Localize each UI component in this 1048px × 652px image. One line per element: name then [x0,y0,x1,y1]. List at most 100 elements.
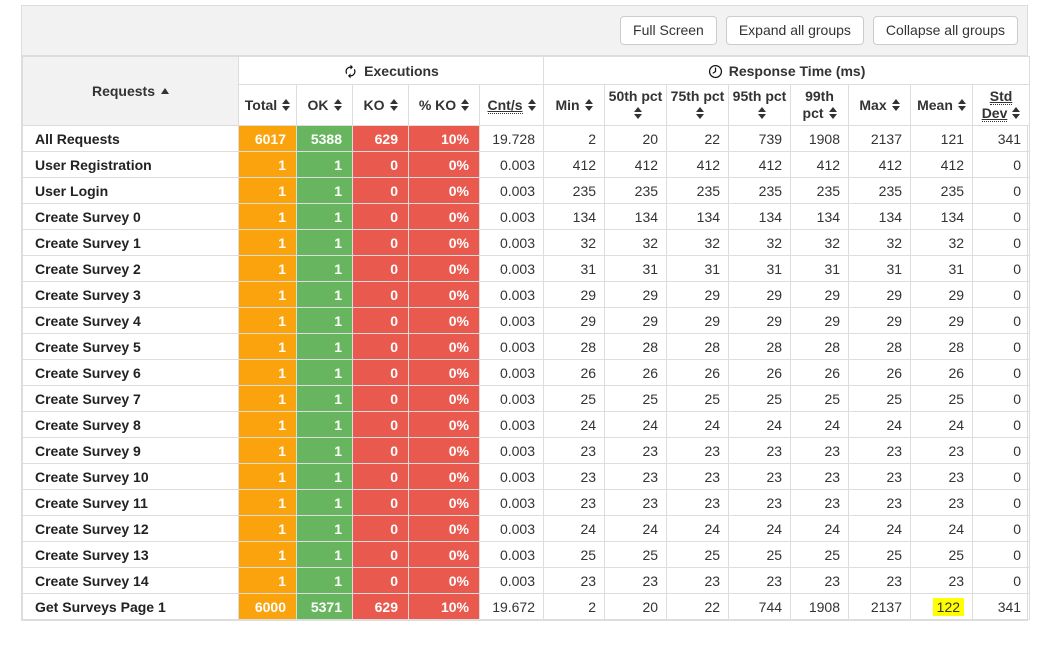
column-header-95th-pct[interactable]: 95th pct [728,84,792,126]
pct75-cell: 23 [666,437,730,464]
request-name-cell[interactable]: Create Survey 3 [22,281,239,308]
column-header-75th-pct[interactable]: 75th pct [666,84,730,126]
std-dev-cell: 0 [972,489,1031,516]
request-name-cell[interactable]: Create Survey 13 [22,541,239,568]
table-row: Create Survey 1 1 1 0 0% 0.003 32 32 32 … [22,229,1031,256]
pct75-cell: 25 [666,385,730,412]
request-name-cell[interactable]: Create Survey 9 [22,437,239,464]
column-header-requests[interactable]: Requests [22,56,239,126]
pct50-cell: 235 [604,177,668,204]
total-cell: 1 [238,333,297,360]
sort-icon [282,98,291,111]
request-name-cell[interactable]: Create Survey 12 [22,515,239,542]
mean-value: 23 [948,494,965,511]
mean-cell: 28 [910,333,974,360]
pct75-cell: 23 [666,489,730,516]
mean-value: 235 [940,182,965,199]
table-row: Create Survey 2 1 1 0 0% 0.003 31 31 31 … [22,255,1031,282]
column-header-ko-percent[interactable]: % KO [408,84,480,126]
request-name-cell[interactable]: Create Survey 8 [22,411,239,438]
pct95-cell: 23 [728,489,792,516]
ko-cell: 629 [352,593,409,620]
max-cell: 26 [848,359,912,386]
mean-cell: 23 [910,437,974,464]
request-name-cell[interactable]: Create Survey 4 [22,307,239,334]
table-row: User Registration 1 1 0 0% 0.003 412 412… [22,151,1031,178]
table-row: Create Survey 3 1 1 0 0% 0.003 29 29 29 … [22,281,1031,308]
request-name-cell[interactable]: Create Survey 7 [22,385,239,412]
pct50-cell: 24 [604,411,668,438]
table-row: Create Survey 13 1 1 0 0% 0.003 25 25 25… [22,541,1031,568]
full-screen-button[interactable]: Full Screen [620,16,717,45]
mean-cell: 25 [910,541,974,568]
column-header-99th-pct[interactable]: 99th pct [790,84,850,126]
ko-cell: 0 [352,255,409,282]
ko-percent-cell: 0% [408,203,480,230]
max-cell: 24 [848,411,912,438]
pct99-cell: 32 [790,229,850,256]
std-dev-cell: 0 [972,255,1031,282]
ko-cell: 0 [352,177,409,204]
pct50-cell: 25 [604,385,668,412]
min-cell: 2 [543,593,606,620]
pct75-cell: 235 [666,177,730,204]
column-header-std-dev[interactable]: Std Dev [972,84,1031,126]
collapse-all-groups-button[interactable]: Collapse all groups [872,16,1018,45]
mean-value: 23 [948,572,965,589]
mean-value: 121 [940,130,965,147]
request-name-cell[interactable]: Create Survey 11 [22,489,239,516]
request-name-cell[interactable]: Create Survey 5 [22,333,239,360]
pct99-cell: 1908 [790,125,850,152]
cnt-per-s-cell: 0.003 [478,307,545,334]
total-cell: 1 [238,307,297,334]
total-cell: 1 [238,489,297,516]
ok-cell: 1 [296,203,353,230]
ko-percent-cell: 0% [408,463,480,490]
clock-icon [708,64,722,78]
request-name-cell[interactable]: Create Survey 14 [22,567,239,594]
column-header-total[interactable]: Total [238,84,297,126]
std-dev-cell: 341 [972,593,1031,620]
request-name-cell[interactable]: User Login [22,177,239,204]
ko-cell: 0 [352,203,409,230]
column-header-50th-pct[interactable]: 50th pct [604,84,668,126]
expand-all-groups-button[interactable]: Expand all groups [725,16,864,45]
mean-value: 25 [948,390,965,407]
pct99-cell: 23 [790,437,850,464]
response-time-group-label: Response Time (ms) [728,62,866,79]
column-header-ok[interactable]: OK [296,84,353,126]
column-header-ko[interactable]: KO [352,84,409,126]
mean-value: 25 [948,546,965,563]
request-name-cell[interactable]: User Registration [22,151,239,178]
pct50-cell: 20 [604,125,668,152]
request-name-cell[interactable]: Get Surveys Page 1 [22,593,239,620]
pct95-cell: 28 [728,333,792,360]
min-cell: 28 [543,333,606,360]
ko-cell: 0 [352,229,409,256]
request-name-cell[interactable]: Create Survey 10 [22,463,239,490]
cnt-per-s-cell: 0.003 [478,463,545,490]
request-name-cell[interactable]: Create Survey 2 [22,255,239,282]
pct50-cell: 23 [604,463,668,490]
total-cell: 1 [238,359,297,386]
request-name-cell[interactable]: Create Survey 0 [22,203,239,230]
column-header-mean[interactable]: Mean [910,84,974,126]
column-header-min[interactable]: Min [543,84,606,126]
pct50-cell: 29 [604,281,668,308]
column-label: Min [555,96,580,113]
sort-icon [828,107,837,120]
mean-cell: 134 [910,203,974,230]
request-name-cell[interactable]: Create Survey 6 [22,359,239,386]
request-name-cell[interactable]: All Requests [22,125,239,152]
cnt-per-s-cell: 0.003 [478,541,545,568]
std-dev-cell: 0 [972,229,1031,256]
pct95-cell: 25 [728,385,792,412]
column-header-cnt-per-s[interactable]: Cnt/s [478,84,545,126]
pct95-cell: 31 [728,255,792,282]
min-cell: 23 [543,437,606,464]
sort-icon [389,98,398,111]
column-header-max[interactable]: Max [848,84,912,126]
pct95-cell: 134 [728,203,792,230]
pct95-cell: 23 [728,463,792,490]
request-name-cell[interactable]: Create Survey 1 [22,229,239,256]
